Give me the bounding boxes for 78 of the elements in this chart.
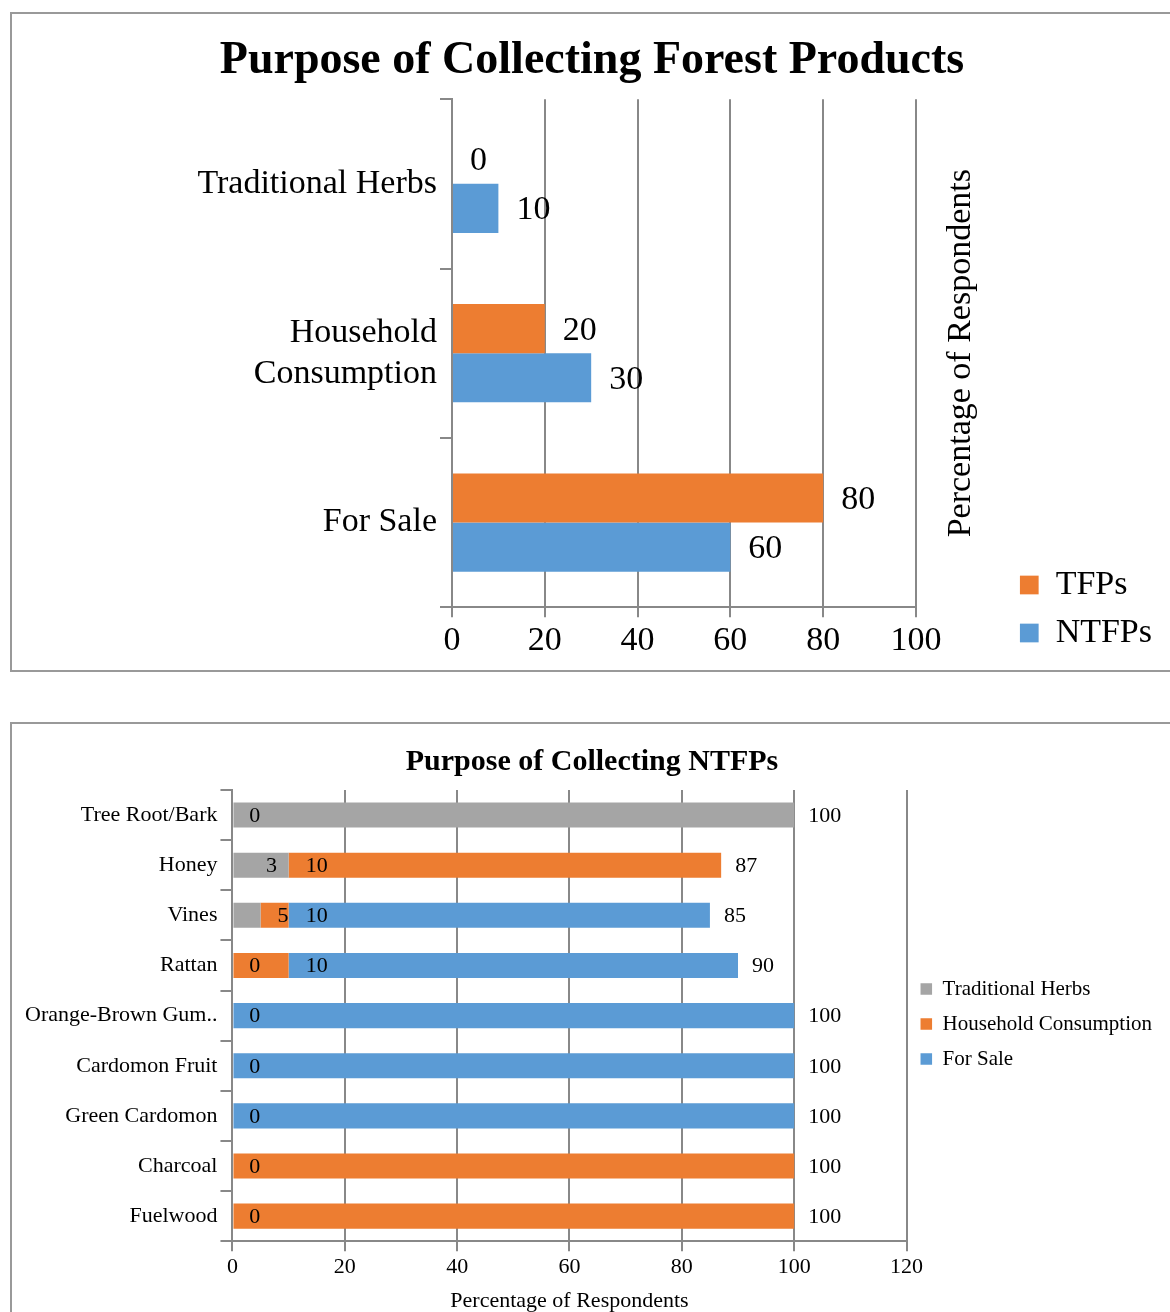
total-label: 87 [735, 851, 758, 877]
x-tick-label: 100 [777, 1253, 811, 1279]
bar [288, 952, 739, 978]
data-label: 30 [609, 358, 644, 396]
bar [233, 952, 289, 978]
bar [233, 902, 261, 928]
y2-axis-title: Percentage of Respondents [939, 169, 977, 538]
bar [233, 1053, 795, 1079]
x-tick-label: 80 [670, 1253, 693, 1279]
legend-label: Household Consumption [942, 1010, 1153, 1035]
annotation: 3 [266, 851, 278, 877]
y-tick-label: Tree Root/Bark [80, 800, 218, 826]
x-tick-label: 100 [890, 619, 942, 657]
y-tick-label: Vines [167, 901, 218, 927]
y-tick-label: Honey [158, 850, 218, 876]
total-label: 85 [723, 902, 746, 928]
annotation: 0 [249, 1152, 261, 1178]
x-tick-label: 60 [558, 1253, 581, 1279]
x-tick-label: 40 [620, 619, 655, 657]
total-label: 100 [808, 1002, 842, 1028]
x-tick-label: 20 [333, 1253, 356, 1279]
bar [233, 852, 289, 878]
data-label: 60 [748, 528, 783, 566]
x-tick-label: 0 [443, 619, 461, 657]
annotation: 10 [305, 952, 328, 978]
annotation: 5 [277, 902, 289, 928]
annotation: 0 [249, 952, 261, 978]
y-tick-label: Cardomon Fruit [76, 1051, 218, 1077]
bar [288, 852, 722, 878]
x-tick-label: 0 [226, 1253, 238, 1279]
bar [233, 1203, 795, 1229]
annotation: 10 [305, 902, 328, 928]
y-tick-label: Household Consumption [253, 311, 437, 390]
data-label: 10 [516, 189, 551, 227]
bar [233, 1153, 795, 1179]
data-label: 80 [841, 478, 876, 516]
x-tick-label: 20 [527, 619, 562, 657]
x-tick-label: 40 [446, 1253, 469, 1279]
y-tick-label: Charcoal [138, 1151, 218, 1177]
bar [453, 304, 545, 354]
legend-label: Traditional Herbs [942, 975, 1091, 1000]
annotation: 0 [249, 1002, 261, 1028]
bar [233, 1003, 795, 1029]
data-label: 20 [562, 309, 597, 347]
annotation: 0 [249, 1202, 261, 1228]
bar [288, 902, 710, 928]
y-tick-label: Rattan [160, 951, 218, 977]
data-label: 0 [470, 140, 487, 178]
bar [453, 353, 592, 403]
legend-label: NTFPs [1055, 611, 1152, 649]
y-tick-label: Traditional Herbs [197, 162, 437, 200]
chart-title: Purpose of Collecting NTFPs [405, 742, 779, 776]
y-tick-label: Orange-Brown Gum.. [24, 1001, 218, 1027]
bar [453, 473, 824, 523]
x-tick-label: 60 [713, 619, 748, 657]
annotation: 0 [249, 1102, 261, 1128]
total-label: 100 [808, 801, 842, 827]
total-label: 100 [808, 1202, 842, 1228]
y-tick-label: Fuelwood [129, 1201, 218, 1227]
total-label: 100 [808, 1152, 842, 1178]
annotation: 0 [249, 801, 261, 827]
total-label: 100 [808, 1052, 842, 1078]
bar [233, 1103, 795, 1129]
annotation: 0 [249, 1052, 261, 1078]
y-tick-label: For Sale [322, 501, 437, 539]
bar [233, 802, 795, 828]
chart-title: Purpose of Collecting Forest Products [219, 32, 965, 84]
legend-label: For Sale [942, 1045, 1014, 1070]
bar [453, 183, 499, 233]
x-tick-label: 120 [890, 1253, 924, 1279]
y-tick-label: Green Cardomon [65, 1101, 218, 1127]
bar [453, 522, 731, 572]
x-axis-title: Percentage of Respondents [450, 1286, 689, 1312]
annotation: 10 [305, 851, 328, 877]
legend-label: TFPs [1055, 563, 1128, 601]
total-label: 90 [752, 952, 775, 978]
x-tick-label: 80 [806, 619, 841, 657]
total-label: 100 [808, 1102, 842, 1128]
